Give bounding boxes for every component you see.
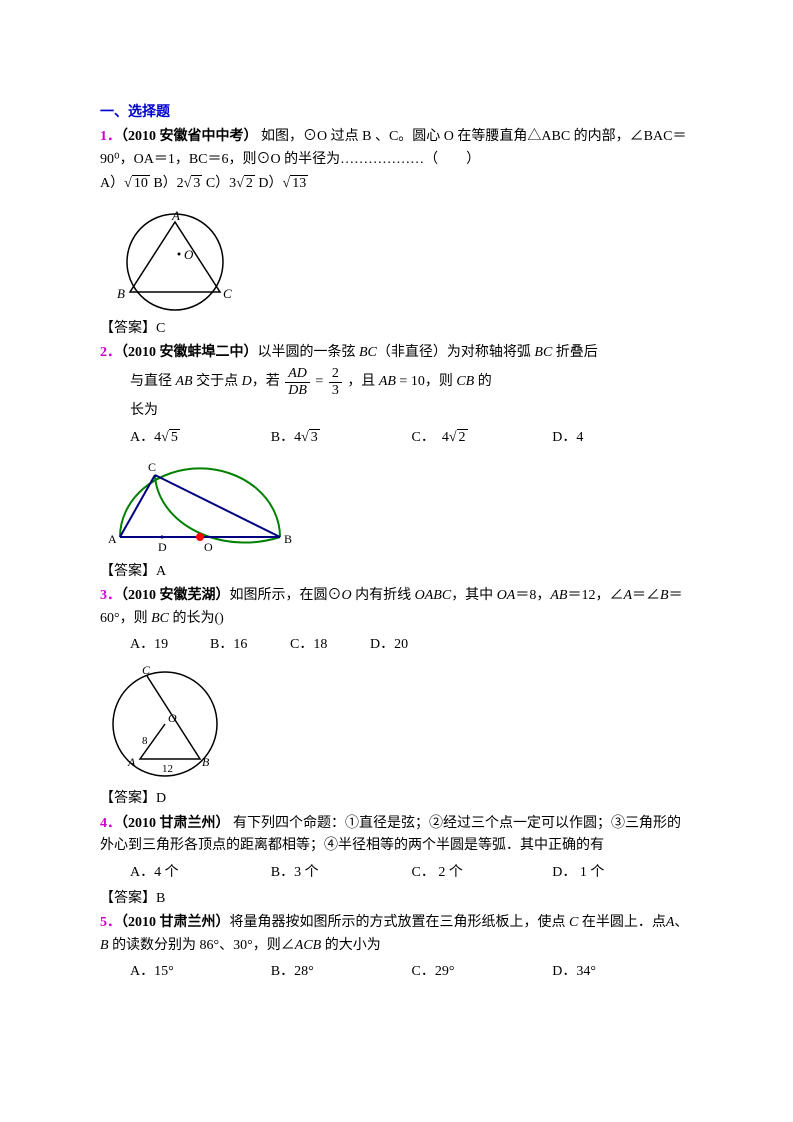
- q3-answer-text: D: [156, 791, 166, 806]
- q2-answer: 【答案】A: [100, 561, 693, 583]
- q2-body1: 以半圆的一条弦 BC（非直径）为对称轴将弧 BC 折叠后: [258, 345, 598, 360]
- svg-text:A: A: [171, 208, 180, 223]
- q5-number: 5．: [100, 915, 121, 930]
- q4-stem: 4．（2010 甘肃兰州） 有下列四个命题：①直径是弦；②经过三个点一定可以作圆…: [100, 813, 693, 858]
- q2-body2: 与直径 AB 交于点 D，若: [130, 374, 283, 389]
- q1-optD-val: 13: [290, 175, 308, 191]
- q2-optB-lead: B．4: [271, 430, 301, 445]
- sqrt-icon: [449, 430, 457, 445]
- q3-optD: D．20: [370, 634, 450, 656]
- q2-optC-val: 2: [457, 429, 468, 445]
- answer-prefix: 【答案】: [100, 891, 156, 906]
- svg-text:A: A: [108, 532, 117, 546]
- q3-number: 3．: [100, 588, 121, 603]
- q4-optA: A．4 个: [130, 862, 271, 884]
- q2-stem-l3: 长为: [130, 400, 693, 422]
- answer-prefix: 【答案】: [100, 564, 156, 579]
- q2-frac2-num: 2: [329, 366, 342, 382]
- q3-options: A．19 B．16 C．18 D．20: [130, 634, 693, 656]
- svg-text:O: O: [168, 711, 177, 725]
- q2-optB-val: 3: [309, 429, 320, 445]
- svg-text:O: O: [184, 247, 194, 262]
- svg-text:12: 12: [162, 763, 173, 775]
- equals-sign: =: [315, 374, 326, 389]
- q2-optC-lead: C． 4: [412, 430, 449, 445]
- q2-answer-text: A: [156, 564, 166, 579]
- q1-figure: A O B C: [100, 204, 693, 314]
- q2-number: 2．: [100, 345, 121, 360]
- q2-options: A．4 5 B．4 3 C． 4 2 D．4: [130, 427, 693, 449]
- answer-prefix: 【答案】: [100, 791, 156, 806]
- q3-optC: C．18: [290, 634, 370, 656]
- q5-optB: B．28°: [271, 961, 412, 983]
- q4-optC: C． 2 个: [412, 862, 553, 884]
- q3-figure: O A B C 8 12: [100, 664, 693, 784]
- svg-text:8: 8: [142, 735, 148, 747]
- q5-options: A．15° B．28° C．29° D．34°: [130, 961, 693, 983]
- q2-figure: A B C D O: [100, 457, 693, 557]
- q1-optB-lead: B）2: [153, 176, 183, 191]
- q3-optA: A．19: [130, 634, 210, 656]
- q5-source: （2010 甘肃兰州）: [121, 915, 230, 930]
- sqrt-icon: [124, 176, 132, 191]
- section-title-text: 一、选择题: [100, 105, 170, 120]
- q5-optC: C．29°: [412, 961, 553, 983]
- svg-text:C: C: [142, 664, 151, 677]
- q1-stem: 1．（2010 安徽省中中考） 如图，⊙O 过点 B 、C。圆心 O 在等腰直角…: [100, 126, 693, 171]
- sqrt-icon: [236, 176, 244, 191]
- svg-text:B: B: [284, 532, 292, 546]
- q2-stem-l2: 与直径 AB 交于点 D，若 AD DB = 2 3 ，且 AB = 10，则 …: [130, 366, 693, 398]
- q4-optB: B．3 个: [271, 862, 412, 884]
- q3-stem: 3．（2010 安徽芜湖）如图所示，在圆⊙O 内有折线 OABC，其中 OA＝8…: [100, 585, 693, 630]
- q2-frac1-den: DB: [285, 383, 310, 398]
- answer-prefix: 【答案】: [100, 321, 156, 336]
- svg-text:A: A: [127, 755, 136, 769]
- q4-answer: 【答案】B: [100, 888, 693, 910]
- svg-text:B: B: [117, 286, 125, 301]
- q4-answer-text: B: [156, 891, 165, 906]
- q2-frac1-num: AD: [285, 366, 310, 382]
- svg-text:B: B: [202, 755, 210, 769]
- q2-source: （2010 安徽蚌埠二中）: [121, 345, 258, 360]
- q1-source: （2010 安徽省中中考）: [121, 129, 258, 144]
- q2-optD-lead: D．4: [552, 430, 583, 445]
- svg-text:O: O: [204, 540, 213, 554]
- q5-optA: A．15°: [130, 961, 271, 983]
- q5-stem: 5．（2010 甘肃兰州）将量角器按如图所示的方式放置在三角形纸板上，使点 C …: [100, 912, 693, 957]
- q2-optA-lead: A．4: [130, 430, 161, 445]
- q4-source: （2010 甘肃兰州）: [121, 816, 230, 831]
- sqrt-icon: [301, 430, 309, 445]
- q1-answer-text: C: [156, 321, 165, 336]
- q1-optC-val: 2: [244, 175, 255, 191]
- q3-answer: 【答案】D: [100, 788, 693, 810]
- q1-number: 1．: [100, 129, 121, 144]
- q2-frac1: AD DB: [285, 366, 310, 398]
- q1-optC-lead: C）3: [206, 176, 236, 191]
- q1-optA-val: 10: [132, 175, 150, 191]
- section-title: 一、选择题: [100, 102, 693, 124]
- q5-optD: D．34°: [552, 961, 693, 983]
- svg-text:D: D: [158, 540, 167, 554]
- q2-body4: 长为: [130, 403, 158, 418]
- q4-options: A．4 个 B．3 个 C． 2 个 D． 1 个: [130, 862, 693, 884]
- q1-optB-val: 3: [191, 175, 202, 191]
- q4-optD: D． 1 个: [552, 862, 693, 884]
- sqrt-icon: [161, 430, 169, 445]
- q1-optD-lead: D）: [258, 176, 282, 191]
- svg-text:C: C: [223, 286, 232, 301]
- q1-optA-lead: A）: [100, 176, 124, 191]
- q2-stem-l1: 2．（2010 安徽蚌埠二中）以半圆的一条弦 BC（非直径）为对称轴将弧 BC …: [100, 342, 693, 364]
- q2-optA-val: 5: [169, 429, 180, 445]
- q2-body3: ，且 AB = 10，则 CB 的: [347, 374, 491, 389]
- q3-optB: B．16: [210, 634, 290, 656]
- svg-text:C: C: [148, 460, 156, 474]
- q1-answer: 【答案】C: [100, 318, 693, 340]
- q4-number: 4．: [100, 816, 121, 831]
- q2-frac2: 2 3: [329, 366, 342, 398]
- q2-frac2-den: 3: [329, 383, 342, 398]
- q3-source: （2010 安徽芜湖）: [121, 588, 230, 603]
- q1-options: A） 10 B）2 3 C）3 2 D） 13: [100, 173, 693, 195]
